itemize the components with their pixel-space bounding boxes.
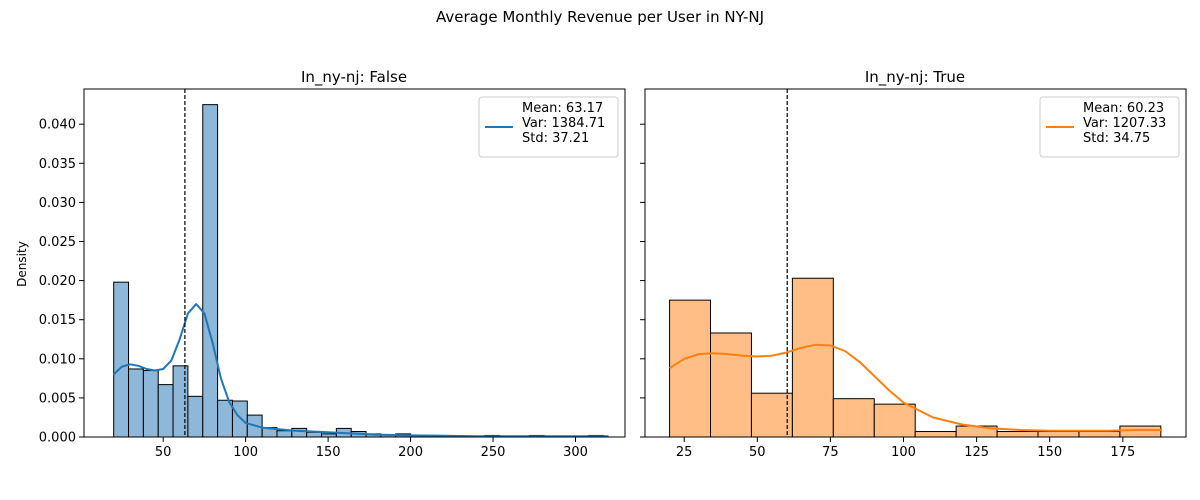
x-tick-label: 150 (316, 445, 341, 460)
histogram-bar (832, 398, 875, 438)
histogram-bar (142, 370, 159, 438)
y-tick-label: 0.000 (39, 431, 76, 446)
histogram-bar (873, 403, 916, 438)
x-tick-label: 200 (398, 445, 423, 460)
y-tick-label: 0.025 (39, 235, 76, 250)
histogram-bar (231, 400, 248, 438)
x-tick-label: 25 (676, 445, 693, 460)
histogram-bar (128, 368, 144, 438)
histogram-bar (669, 299, 712, 438)
histogram-bar (172, 365, 189, 438)
kde-line (669, 343, 1161, 432)
histogram-bar (1037, 431, 1080, 438)
legend-box (478, 96, 619, 158)
histogram-bar (276, 430, 293, 438)
x-tick-label: 125 (964, 445, 989, 460)
x-tick-label: 150 (1037, 445, 1062, 460)
y-tick-label: 0.030 (39, 196, 76, 211)
axes-frame (644, 88, 1187, 438)
y-tick-label: 0.040 (39, 118, 76, 133)
y-tick-label: 0.020 (39, 274, 76, 289)
panel-false: In_ny-nj: False Density 50 100 150 200 250 30… (15, 68, 626, 460)
histogram-bar (187, 395, 204, 438)
y-axis-label: Density (15, 241, 29, 287)
y-tick-label: 0.035 (39, 157, 76, 172)
x-tick-label: 100 (233, 445, 258, 460)
legend-box (1039, 96, 1180, 158)
legend-entry: Std: 34.75 (1083, 131, 1150, 146)
panel-title: In_ny-nj: True (865, 68, 965, 87)
y-tick-label: 0.010 (39, 352, 76, 367)
histogram-bars (113, 104, 605, 438)
histogram-bars (669, 277, 1162, 438)
legend-entry: Var: 1207.33 (1083, 116, 1166, 131)
figure-suptitle: Average Monthly Revenue per User in NY-N… (436, 8, 764, 26)
histogram-bar (1078, 431, 1121, 438)
histogram-bar (710, 332, 752, 438)
histogram-bar (914, 431, 957, 438)
y-tick-label: 0.015 (39, 313, 76, 328)
x-tick-label: 175 (1110, 445, 1135, 460)
x-tick-label: 300 (563, 445, 588, 460)
legend-entry: Mean: 63.17 (522, 101, 603, 116)
x-tick-label: 50 (155, 445, 172, 460)
kde-line (113, 303, 609, 438)
legend-entry: Std: 37.21 (522, 131, 589, 146)
histogram-bar (217, 399, 233, 438)
histogram-bar (306, 431, 323, 438)
x-tick-label: 75 (822, 445, 839, 460)
panel-true: In_ny-nj: True 25 50 75 100 125 150 175 Mean: 6… (640, 68, 1187, 460)
legend-entry: Mean: 60.23 (1083, 101, 1164, 116)
histogram-bar (157, 384, 174, 438)
x-tick-label: 250 (481, 445, 506, 460)
x-tick-label: 100 (891, 445, 916, 460)
y-tick-label: 0.005 (39, 391, 76, 406)
histogram-bar (1119, 425, 1162, 438)
x-tick-label: 50 (749, 445, 766, 460)
axes-frame (83, 88, 626, 438)
histogram-bar (791, 277, 834, 438)
histogram-bar (750, 392, 793, 438)
panel-title: In_ny-nj: False (301, 68, 407, 87)
histogram-bar (202, 104, 219, 438)
histogram-bar (996, 431, 1039, 438)
legend-entry: Var: 1384.71 (522, 116, 605, 131)
histogram-bar (113, 281, 130, 438)
